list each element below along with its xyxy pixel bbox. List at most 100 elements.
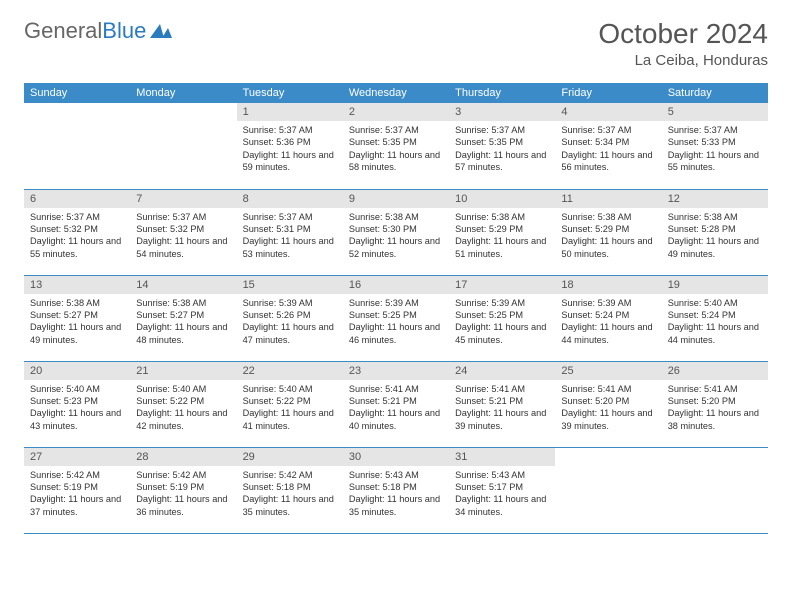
daylight-line: Daylight: 11 hours and 45 minutes. [455, 321, 549, 346]
sunset-line: Sunset: 5:25 PM [455, 309, 549, 321]
sunset-line: Sunset: 5:27 PM [30, 309, 124, 321]
calendar-cell: 22Sunrise: 5:40 AMSunset: 5:22 PMDayligh… [237, 361, 343, 447]
sunset-line: Sunset: 5:24 PM [668, 309, 762, 321]
calendar-cell: 3Sunrise: 5:37 AMSunset: 5:35 PMDaylight… [449, 103, 555, 189]
sunrise-line: Sunrise: 5:39 AM [455, 297, 549, 309]
calendar-week: 20Sunrise: 5:40 AMSunset: 5:23 PMDayligh… [24, 361, 768, 447]
sunset-line: Sunset: 5:36 PM [243, 136, 337, 148]
weekday-header: Saturday [662, 83, 768, 103]
day-number: 3 [449, 103, 555, 121]
sunrise-line: Sunrise: 5:41 AM [455, 383, 549, 395]
weekday-header: Monday [130, 83, 236, 103]
day-number: 27 [24, 448, 130, 466]
day-number: 25 [555, 362, 661, 380]
calendar-cell: 10Sunrise: 5:38 AMSunset: 5:29 PMDayligh… [449, 189, 555, 275]
calendar-cell: 17 Sunrise: 5:39 AMSunset: 5:25 PMDayligh… [449, 275, 555, 361]
sunrise-line: Sunrise: 5:37 AM [455, 124, 549, 136]
day-number: 18 [555, 276, 661, 294]
day-content: Sunrise: 5:39 AMSunset: 5:25 PMDaylight:… [343, 294, 449, 350]
sunrise-line: Sunrise: 5:42 AM [243, 469, 337, 481]
day-number: 16 [343, 276, 449, 294]
sunset-line: Sunset: 5:22 PM [243, 395, 337, 407]
calendar-cell: 15Sunrise: 5:39 AMSunset: 5:26 PMDayligh… [237, 275, 343, 361]
sunrise-line: Sunrise: 5:37 AM [136, 211, 230, 223]
daylight-line: Daylight: 11 hours and 35 minutes. [243, 493, 337, 518]
day-number: 10 [449, 190, 555, 208]
sunset-line: Sunset: 5:25 PM [349, 309, 443, 321]
calendar-cell: 11Sunrise: 5:38 AMSunset: 5:29 PMDayligh… [555, 189, 661, 275]
calendar-cell: 12Sunrise: 5:38 AMSunset: 5:28 PMDayligh… [662, 189, 768, 275]
day-number: 12 [662, 190, 768, 208]
day-content: Sunrise: 5:37 AMSunset: 5:34 PMDaylight:… [555, 121, 661, 177]
day-number: 23 [343, 362, 449, 380]
sunrise-line: Sunrise: 5:37 AM [349, 124, 443, 136]
sunrise-line: Sunrise: 5:38 AM [136, 297, 230, 309]
calendar-cell: 20Sunrise: 5:40 AMSunset: 5:23 PMDayligh… [24, 361, 130, 447]
daylight-line: Daylight: 11 hours and 38 minutes. [668, 407, 762, 432]
logo: GeneralBlue [24, 18, 172, 44]
sunset-line: Sunset: 5:18 PM [349, 481, 443, 493]
daylight-line: Daylight: 11 hours and 55 minutes. [30, 235, 124, 260]
day-number: 28 [130, 448, 236, 466]
day-number: 22 [237, 362, 343, 380]
calendar-cell [555, 447, 661, 533]
calendar-week: 1Sunrise: 5:37 AMSunset: 5:36 PMDaylight… [24, 103, 768, 189]
sunrise-line: Sunrise: 5:41 AM [349, 383, 443, 395]
day-content: Sunrise: 5:38 AMSunset: 5:27 PMDaylight:… [130, 294, 236, 350]
day-content: Sunrise: 5:38 AMSunset: 5:28 PMDaylight:… [662, 208, 768, 264]
daylight-line: Daylight: 11 hours and 46 minutes. [349, 321, 443, 346]
daylight-line: Daylight: 11 hours and 48 minutes. [136, 321, 230, 346]
day-number: 29 [237, 448, 343, 466]
sunrise-line: Sunrise: 5:37 AM [243, 124, 337, 136]
calendar-cell: 21Sunrise: 5:40 AMSunset: 5:22 PMDayligh… [130, 361, 236, 447]
day-content: Sunrise: 5:42 AMSunset: 5:19 PMDaylight:… [130, 466, 236, 522]
day-content: Sunrise: 5:40 AMSunset: 5:24 PMDaylight:… [662, 294, 768, 350]
weekday-header: Tuesday [237, 83, 343, 103]
day-number: 5 [662, 103, 768, 121]
sunrise-line: Sunrise: 5:40 AM [136, 383, 230, 395]
day-number: 8 [237, 190, 343, 208]
daylight-line: Daylight: 11 hours and 58 minutes. [349, 149, 443, 174]
sunset-line: Sunset: 5:17 PM [455, 481, 549, 493]
logo-icon [150, 22, 172, 40]
sunset-line: Sunset: 5:35 PM [349, 136, 443, 148]
sunset-line: Sunset: 5:34 PM [561, 136, 655, 148]
day-content: Sunrise: 5:41 AMSunset: 5:20 PMDaylight:… [555, 380, 661, 436]
day-content: Sunrise: 5:40 AMSunset: 5:23 PMDaylight:… [24, 380, 130, 436]
calendar-cell: 30Sunrise: 5:43 AMSunset: 5:18 PMDayligh… [343, 447, 449, 533]
sunrise-line: Sunrise: 5:37 AM [668, 124, 762, 136]
sunrise-line: Sunrise: 5:41 AM [561, 383, 655, 395]
day-content: Sunrise: 5:38 AMSunset: 5:27 PMDaylight:… [24, 294, 130, 350]
day-content: Sunrise: 5:37 AMSunset: 5:33 PMDaylight:… [662, 121, 768, 177]
day-content: Sunrise: 5:39 AMSunset: 5:24 PMDaylight:… [555, 294, 661, 350]
daylight-line: Daylight: 11 hours and 54 minutes. [136, 235, 230, 260]
daylight-line: Daylight: 11 hours and 42 minutes. [136, 407, 230, 432]
day-content: Sunrise: 5:37 AMSunset: 5:32 PMDaylight:… [130, 208, 236, 264]
daylight-line: Daylight: 11 hours and 59 minutes. [243, 149, 337, 174]
sunset-line: Sunset: 5:23 PM [30, 395, 124, 407]
day-number: 2 [343, 103, 449, 121]
day-number: 17 [449, 276, 555, 294]
day-number: 30 [343, 448, 449, 466]
sunset-line: Sunset: 5:26 PM [243, 309, 337, 321]
sunrise-line: Sunrise: 5:38 AM [30, 297, 124, 309]
sunset-line: Sunset: 5:19 PM [136, 481, 230, 493]
daylight-line: Daylight: 11 hours and 55 minutes. [668, 149, 762, 174]
sunset-line: Sunset: 5:27 PM [136, 309, 230, 321]
calendar-cell: 24Sunrise: 5:41 AMSunset: 5:21 PMDayligh… [449, 361, 555, 447]
sunset-line: Sunset: 5:28 PM [668, 223, 762, 235]
daylight-line: Daylight: 11 hours and 44 minutes. [561, 321, 655, 346]
daylight-line: Daylight: 11 hours and 36 minutes. [136, 493, 230, 518]
calendar-cell: 25Sunrise: 5:41 AMSunset: 5:20 PMDayligh… [555, 361, 661, 447]
sunset-line: Sunset: 5:32 PM [30, 223, 124, 235]
sunrise-line: Sunrise: 5:37 AM [561, 124, 655, 136]
logo-text-1: General [24, 18, 102, 44]
day-number: 14 [130, 276, 236, 294]
daylight-line: Daylight: 11 hours and 43 minutes. [30, 407, 124, 432]
sunset-line: Sunset: 5:21 PM [455, 395, 549, 407]
daylight-line: Daylight: 11 hours and 51 minutes. [455, 235, 549, 260]
weekday-header: Friday [555, 83, 661, 103]
daylight-line: Daylight: 11 hours and 49 minutes. [668, 235, 762, 260]
calendar-cell: 31Sunrise: 5:43 AMSunset: 5:17 PMDayligh… [449, 447, 555, 533]
calendar-cell [130, 103, 236, 189]
